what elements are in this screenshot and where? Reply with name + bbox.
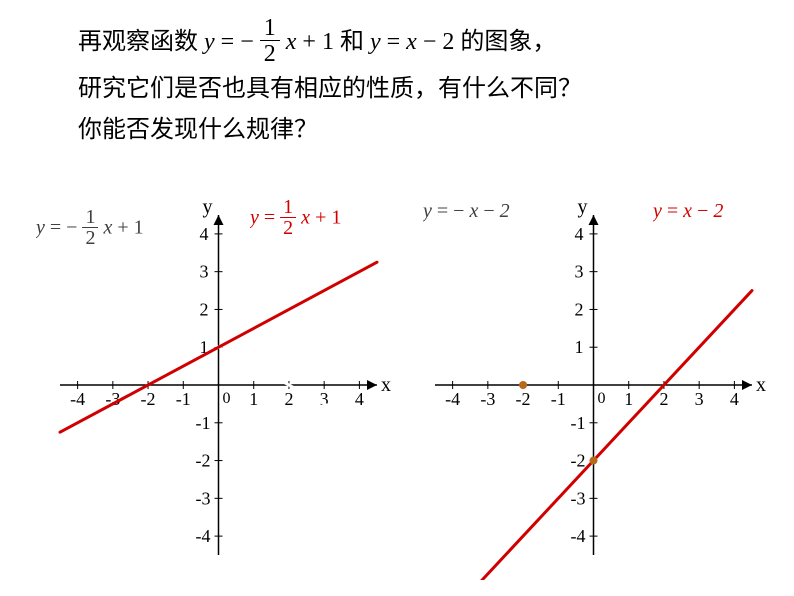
q-mid: 和 <box>340 29 370 55</box>
x-tick-label: -1 <box>176 389 191 409</box>
q-eq2: y = x − 2 <box>370 29 454 55</box>
question-text: 再观察函数 y = − 12 x + 1 和 y = x − 2 的图象， 研究… <box>78 18 718 151</box>
x-tick-label: 4 <box>730 389 739 409</box>
y-tick-label: 3 <box>200 262 209 282</box>
white-line-label: y = − x − 2 <box>423 200 583 260</box>
x-tick-label: -4 <box>445 389 460 409</box>
y-tick-label: 3 <box>575 262 584 282</box>
q-suffix1: 的图象， <box>454 29 556 55</box>
y-tick-label: -3 <box>571 488 586 508</box>
x-tick-label: 2 <box>659 389 668 409</box>
charts-row: xy0-4-4-3-3-2-2-1-111223344y = − 12 x + … <box>30 180 770 580</box>
y-tick-label: -2 <box>196 451 211 471</box>
x-tick-label: 1 <box>624 389 633 409</box>
q-eq1: y = − 12 x + 1 <box>198 29 340 55</box>
left-chart: xy0-4-4-3-3-2-2-1-111223344y = − 12 x + … <box>30 180 395 580</box>
y-tick-label: -1 <box>196 413 211 433</box>
marker-point <box>519 381 527 389</box>
y-tick-label: 2 <box>200 299 209 319</box>
red-line-label: y = x − 2 <box>653 200 770 260</box>
right-chart: xy0-4-4-3-3-2-2-1-111223344y = − x − 2y … <box>405 180 770 580</box>
y-tick-label: 1 <box>575 337 584 357</box>
y-tick-label: -1 <box>571 413 586 433</box>
q-line3: 你能否发现什么规律？ <box>78 117 318 143</box>
origin-label: 0 <box>223 390 231 407</box>
q-prefix: 再观察函数 <box>78 29 198 55</box>
x-tick-label: 1 <box>249 389 258 409</box>
y-tick-label: 4 <box>200 224 209 244</box>
x-tick-label: 2 <box>284 389 293 409</box>
y-axis-arrow <box>589 215 599 225</box>
red-line-label: y = 12 x + 1 <box>250 198 395 258</box>
x-tick-label: -3 <box>480 389 495 409</box>
x-tick-label: -4 <box>70 389 85 409</box>
x-axis-arrow <box>742 380 752 390</box>
marker-point <box>590 457 598 465</box>
y-tick-label: -4 <box>196 526 211 546</box>
y-tick-label: -4 <box>571 526 586 546</box>
x-axis-label: x <box>381 374 391 396</box>
x-tick-label: 4 <box>355 389 364 409</box>
x-axis-label: x <box>756 374 766 396</box>
x-tick-label: -2 <box>141 389 156 409</box>
origin-label: 0 <box>598 390 606 407</box>
y-tick-label: -2 <box>571 451 586 471</box>
x-tick-label: -1 <box>551 389 566 409</box>
x-axis-arrow <box>367 380 377 390</box>
y-axis-label: y <box>203 196 213 218</box>
y-axis-arrow <box>214 215 224 225</box>
q-line2: 研究它们是否也具有相应的性质，有什么不同？ <box>78 76 582 102</box>
y-tick-label: -3 <box>196 488 211 508</box>
white-line-label: y = − 12 x + 1 <box>36 208 196 268</box>
x-tick-label: 3 <box>695 389 704 409</box>
y-tick-label: 2 <box>575 299 584 319</box>
